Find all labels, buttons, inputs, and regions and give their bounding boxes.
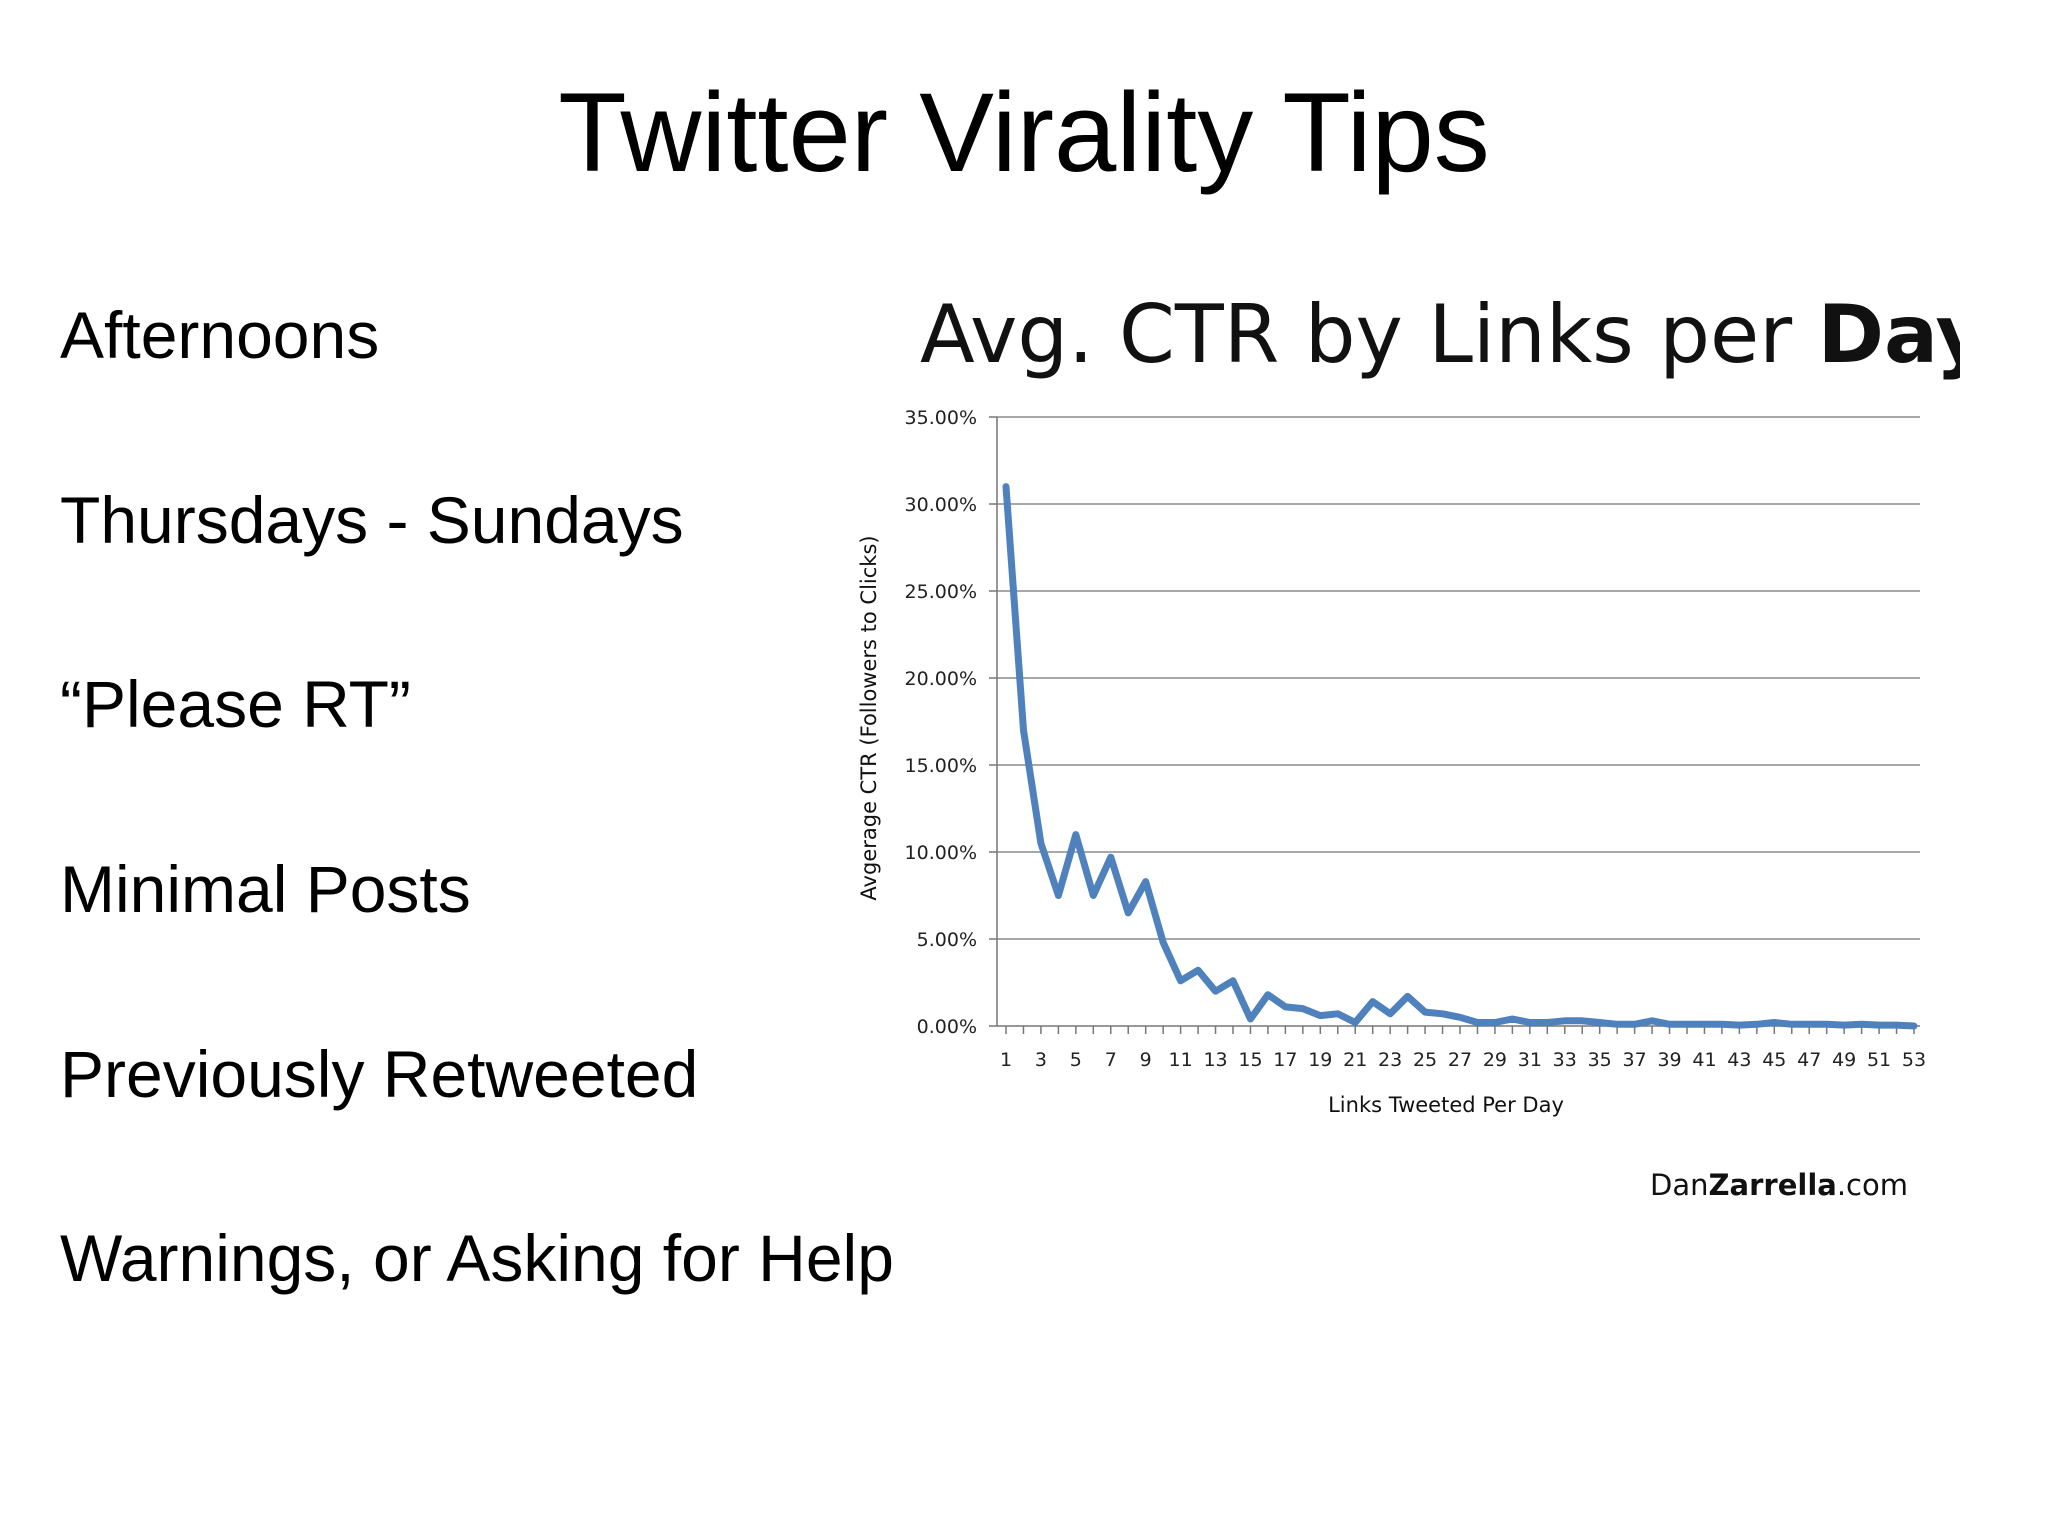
x-tick-label: 1 [1000, 1049, 1012, 1071]
y-tick-label: 0.00% [917, 1016, 977, 1038]
series [1002, 483, 1918, 1030]
brand-credit: DanZarrella.com [1650, 1168, 1908, 1202]
chart-title-bold: Day [1818, 288, 1960, 381]
x-tick-label: 5 [1070, 1049, 1082, 1071]
x-tick-label: 21 [1343, 1049, 1367, 1071]
x-tick-label: 29 [1483, 1049, 1507, 1071]
x-tick-label: 33 [1553, 1049, 1577, 1071]
x-tick-label: 17 [1273, 1049, 1297, 1071]
x-tick-label: 35 [1588, 1049, 1612, 1071]
x-tick-label: 9 [1140, 1049, 1152, 1071]
axes [996, 417, 1920, 1034]
x-axis-label: Links Tweeted Per Day [1328, 1093, 1564, 1117]
x-tick-label: 49 [1832, 1049, 1856, 1071]
x-tick-label: 41 [1692, 1049, 1716, 1071]
tip-please-rt: “Please RT” [60, 667, 411, 741]
x-tick-label: 45 [1762, 1049, 1786, 1071]
y-tick-label: 30.00% [905, 494, 977, 516]
x-tick-label: 11 [1169, 1049, 1193, 1071]
chart-title-regular: Avg. CTR by Links per [920, 288, 1818, 381]
ctr-chart: Avg. CTR by Links per Day 0.00%5.00%10.0… [857, 288, 1960, 1202]
x-tick-label: 7 [1105, 1049, 1117, 1071]
series-line [1002, 483, 1918, 1030]
tip-afternoons: Afternoons [60, 298, 380, 372]
y-tick-label: 20.00% [905, 668, 977, 690]
x-tick-label: 47 [1797, 1049, 1821, 1071]
x-tick-label: 25 [1413, 1049, 1437, 1071]
tip-thursdays-sundays: Thursdays - Sundays [60, 483, 684, 557]
y-tick-label: 25.00% [905, 581, 977, 603]
tip-previously-retweeted: Previously Retweeted [60, 1037, 699, 1111]
y-tick-label: 15.00% [905, 755, 977, 777]
y-tick-label: 5.00% [917, 929, 977, 951]
tip-minimal-posts: Minimal Posts [60, 852, 471, 926]
gridlines [989, 416, 1920, 1027]
x-tick-label: 3 [1035, 1049, 1047, 1071]
x-tick-label: 27 [1448, 1049, 1472, 1071]
x-tick-label: 43 [1727, 1049, 1751, 1071]
brand-suffix: .com [1837, 1168, 1908, 1202]
y-axis-label: Avgerage CTR (Followers to Clicks) [857, 535, 881, 900]
x-tick-label: 53 [1902, 1049, 1926, 1071]
x-tick-label: 37 [1623, 1049, 1647, 1071]
tip-warnings-help: Warnings, or Asking for Help [60, 1221, 894, 1295]
y-tick-label: 35.00% [905, 407, 977, 429]
chart-title: Avg. CTR by Links per Day [920, 288, 1960, 381]
slide-title: Twitter Virality Tips [558, 70, 1490, 195]
x-tick-label: 23 [1378, 1049, 1402, 1071]
y-tick-label: 10.00% [905, 842, 977, 864]
x-tick-label: 19 [1308, 1049, 1332, 1071]
x-tick-label: 31 [1518, 1049, 1542, 1071]
x-tick-label: 15 [1238, 1049, 1262, 1071]
x-tick-label: 39 [1657, 1049, 1681, 1071]
x-tick-labels: 1 3 5 7 9 11 13 15 17 19 21 23 25 27 29 31 33 35 37 39 41 43 4… [1000, 1049, 1926, 1071]
x-tick-label: 13 [1203, 1049, 1227, 1071]
y-tick-labels: 0.00% 5.00% 10.00% 15.00% 20.00% 25.00% 30.00%… [905, 407, 977, 1038]
brand-regular: Dan [1650, 1168, 1708, 1202]
brand-bold: Zarrella [1709, 1168, 1837, 1202]
x-tick-label: 51 [1867, 1049, 1891, 1071]
